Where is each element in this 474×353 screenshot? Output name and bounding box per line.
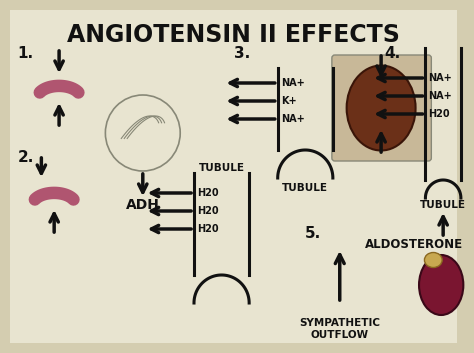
Ellipse shape [419,255,464,315]
Text: H20: H20 [428,109,450,119]
Text: ALDOSTERONE: ALDOSTERONE [365,239,463,251]
Text: H20: H20 [197,206,219,216]
Ellipse shape [346,66,416,150]
Text: NA+: NA+ [281,78,304,88]
Text: SYMPATHETIC
OUTFLOW: SYMPATHETIC OUTFLOW [299,318,380,340]
Ellipse shape [424,252,442,268]
Text: H20: H20 [197,224,219,234]
Text: TUBULE: TUBULE [283,183,328,193]
Text: TUBULE: TUBULE [420,200,466,210]
Text: K+: K+ [281,96,296,106]
Text: 3.: 3. [234,46,251,60]
Text: 5.: 5. [305,226,321,240]
Text: 1.: 1. [18,46,34,60]
Text: TUBULE: TUBULE [199,163,245,173]
Text: 2.: 2. [18,150,34,166]
Text: ADH: ADH [126,198,160,212]
Text: H20: H20 [197,188,219,198]
FancyBboxPatch shape [332,55,431,161]
Text: NA+: NA+ [428,73,452,83]
Text: 4.: 4. [384,46,401,60]
FancyBboxPatch shape [10,10,457,343]
Text: ANGIOTENSIN II EFFECTS: ANGIOTENSIN II EFFECTS [67,23,400,47]
Text: NA+: NA+ [281,114,304,124]
Text: NA+: NA+ [428,91,452,101]
